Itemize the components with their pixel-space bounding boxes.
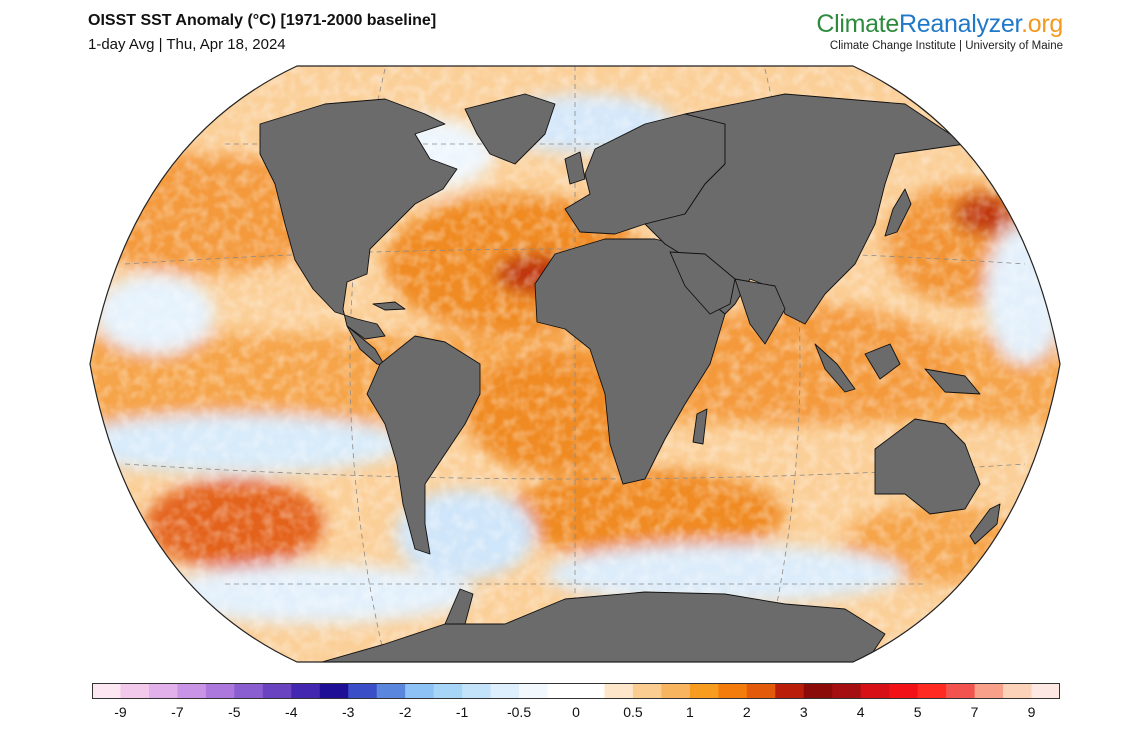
colorbar-cell <box>462 683 492 699</box>
colorbar-tick-label: -5 <box>228 704 241 720</box>
colorbar-border <box>92 683 1060 699</box>
british-isles <box>564 151 586 185</box>
colorbar-tick-label: 5 <box>913 704 922 720</box>
colorbar-tick-label: -3 <box>342 704 355 720</box>
colorbar-cell <box>746 683 776 699</box>
sst-anomaly-map <box>89 65 1061 663</box>
map-border <box>89 65 1061 663</box>
new-guinea-island <box>924 368 981 395</box>
colorbar-cell <box>803 683 833 699</box>
brand-tagline: Climate Change Institute | University of… <box>829 40 1063 52</box>
greenland-landmass <box>464 93 556 165</box>
colorbar-cell <box>661 683 691 699</box>
arabian-peninsula <box>669 251 736 315</box>
colorbar-cell <box>405 683 435 699</box>
colorbar-tick-label: 7 <box>970 704 979 720</box>
colorbar-cell <box>917 683 947 699</box>
land-masses <box>259 93 1001 662</box>
colorbar-tick-label: 2 <box>742 704 751 720</box>
colorbar-cell <box>262 683 292 699</box>
colorbar-tick-label: -1 <box>455 704 469 720</box>
colorbar-cell <box>632 683 663 699</box>
japan-islands <box>884 188 912 237</box>
colorbar-cell <box>604 683 634 699</box>
colorbar-cell <box>1031 683 1060 699</box>
colorbar <box>92 683 1060 699</box>
map-title: OISST SST Anomaly (°C) [1971-2000 baseli… <box>88 12 437 29</box>
colorbar-cell <box>718 683 748 699</box>
north-america-landmass <box>259 98 458 340</box>
brand-name: ClimateReanalyzer.org <box>816 10 1063 38</box>
colorbar-cell <box>519 683 549 699</box>
cuba-island <box>372 301 406 311</box>
south-america-landmass <box>366 335 481 555</box>
colorbar-cell <box>319 683 349 699</box>
colorbar-tick-label: 1 <box>685 704 694 720</box>
colorbar-cell <box>832 683 862 699</box>
colorbar-cell <box>348 683 378 699</box>
colorbar-tick-label: 3 <box>799 704 808 720</box>
brand-logo[interactable]: ClimateReanalyzer.org Climate Change Ins… <box>816 10 1063 52</box>
colorbar-cell <box>889 683 919 699</box>
colorbar-cell <box>120 683 150 699</box>
colorbar-cell <box>775 683 805 699</box>
borneo-island <box>864 343 901 380</box>
colorbar-cell <box>433 683 463 699</box>
colorbar-tick-label: 9 <box>1027 704 1036 720</box>
colorbar-cell <box>547 683 577 699</box>
colorbar-cell <box>946 683 976 699</box>
colorbar-cell <box>689 683 719 699</box>
australia-landmass <box>874 418 981 515</box>
antarctica-landmass <box>314 591 886 662</box>
colorbar-cells <box>92 683 1060 699</box>
map-subtitle: 1-day Avg | Thu, Apr 18, 2024 <box>88 36 286 53</box>
colorbar-cell <box>490 683 520 699</box>
colorbar-tick-label: -2 <box>398 704 412 720</box>
colorbar-tick-label: -4 <box>285 704 298 720</box>
colorbar-cell <box>1003 683 1033 699</box>
colorbar-tick-label: -7 <box>171 704 184 720</box>
new-zealand-islands <box>969 503 1001 545</box>
colorbar-cell <box>177 683 207 699</box>
antarctic-peninsula <box>444 588 474 625</box>
colorbar-cell <box>234 683 264 699</box>
ocean-anomaly-field <box>90 66 1060 662</box>
colorbar-tick-label: 0.5 <box>623 704 643 720</box>
colorbar-cell <box>291 683 321 699</box>
sumatra-island <box>814 343 856 393</box>
colorbar-tick-label: -9 <box>114 704 127 720</box>
colorbar-cell <box>205 683 235 699</box>
madagascar-island <box>692 408 708 445</box>
india-subcontinent <box>734 278 786 345</box>
colorbar-cell <box>376 683 406 699</box>
colorbar-cell <box>148 683 179 699</box>
colorbar-cell <box>576 683 606 699</box>
colorbar-cell <box>92 683 122 699</box>
colorbar-cell <box>860 683 890 699</box>
colorbar-tick-label: -0.5 <box>506 704 532 720</box>
colorbar-tick-label: 0 <box>572 704 580 720</box>
colorbar-cell <box>974 683 1004 699</box>
colorbar-tick-label: 4 <box>856 704 865 720</box>
